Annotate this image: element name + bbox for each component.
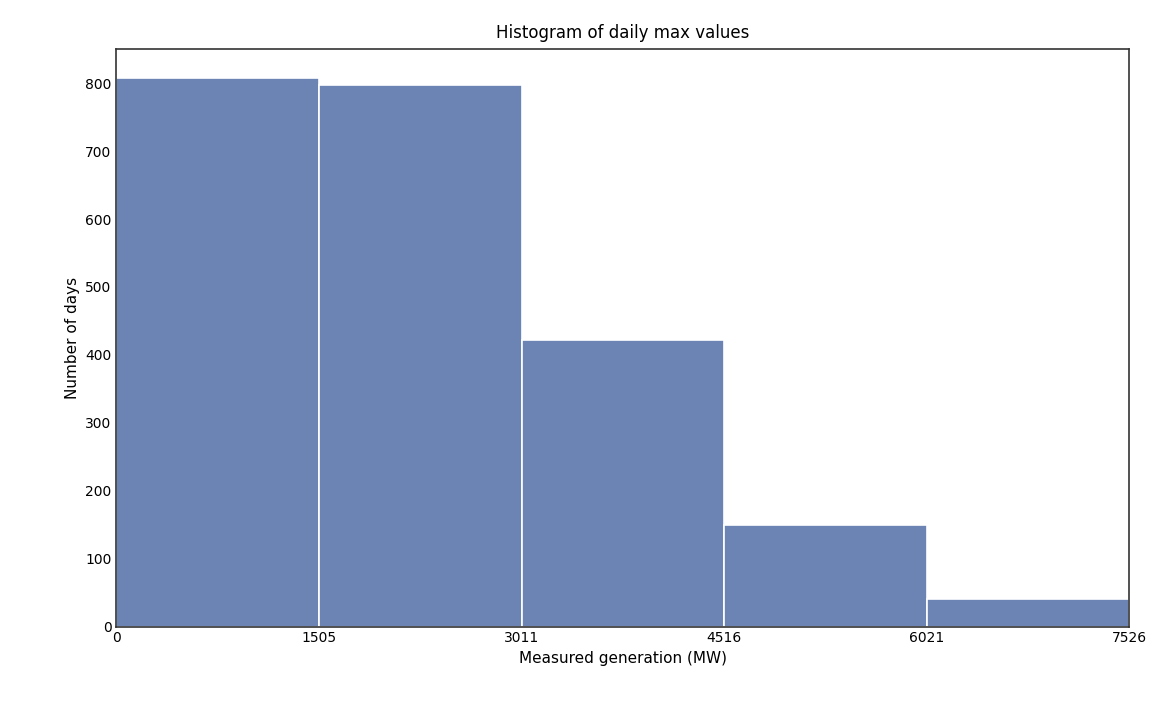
Bar bbox=[927, 599, 1129, 627]
Bar bbox=[521, 340, 724, 627]
X-axis label: Measured generation (MW): Measured generation (MW) bbox=[519, 651, 726, 666]
Bar bbox=[116, 78, 319, 627]
Bar bbox=[319, 84, 521, 627]
Y-axis label: Number of days: Number of days bbox=[65, 277, 79, 399]
Title: Histogram of daily max values: Histogram of daily max values bbox=[496, 24, 750, 42]
Bar bbox=[724, 525, 927, 627]
